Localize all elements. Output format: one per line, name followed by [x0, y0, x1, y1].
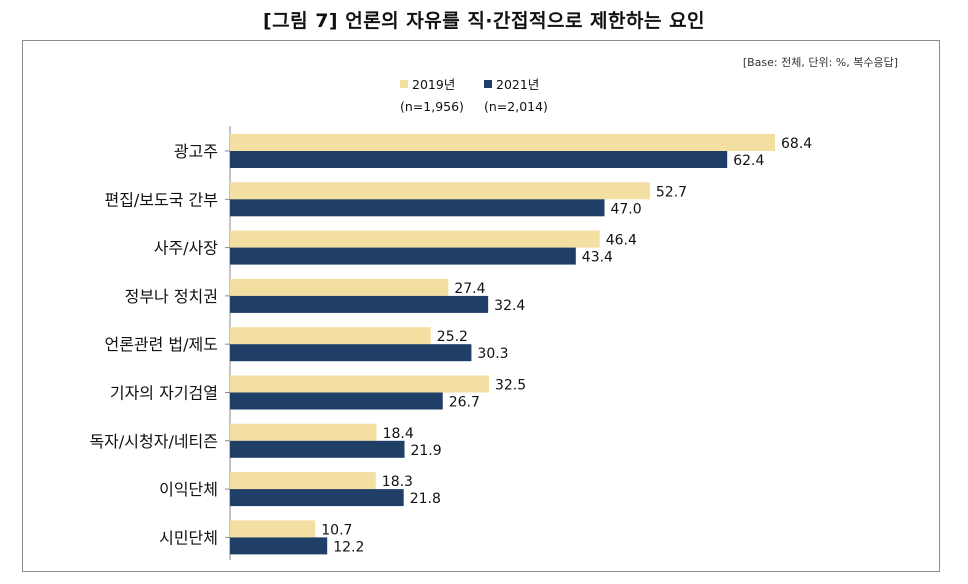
- base-note: [Base: 전체, 단위: %, 복수응답]: [742, 56, 898, 69]
- category-label: 이익단체: [159, 480, 218, 499]
- category-label: 광고주: [174, 142, 218, 161]
- bar-2021: [230, 247, 576, 265]
- legend-n-2021: (n=2,014): [484, 99, 548, 114]
- value-label-2019: 68.4: [781, 136, 812, 152]
- legend-label-2019: 2019년: [412, 77, 456, 92]
- bar-2019: [230, 182, 650, 200]
- value-label-2021: 12.2: [333, 539, 364, 555]
- bar-2019: [230, 375, 489, 393]
- category-label: 시민단체: [159, 528, 218, 547]
- bar-2019: [230, 520, 316, 538]
- value-label-2019: 32.5: [495, 378, 526, 394]
- value-label-2021: 47.0: [610, 201, 641, 217]
- bar-2021: [230, 199, 605, 217]
- chart-frame: [22, 40, 940, 572]
- category-label: 독자/시청자/네티즌: [89, 432, 218, 451]
- legend-n-2019: (n=1,956): [400, 99, 464, 114]
- bar-2021: [230, 344, 472, 362]
- bar-2019: [230, 134, 775, 151]
- bar-2021: [230, 392, 443, 410]
- legend-item-2021: 2021년 (n=2,014): [484, 74, 548, 114]
- bar-2021: [230, 489, 404, 507]
- bar-2021: [230, 537, 328, 555]
- value-label-2021: 62.4: [733, 153, 764, 169]
- value-label-2021: 21.9: [410, 443, 441, 459]
- legend-label-2021: 2021년: [496, 77, 540, 92]
- category-label: 언론관련 법/제도: [104, 335, 218, 354]
- value-label-2021: 30.3: [477, 346, 508, 362]
- bar-2019: [230, 472, 376, 490]
- bar-2021: [230, 440, 405, 458]
- category-label: 정부나 정치권: [125, 287, 218, 306]
- category-label: 사주/사장: [154, 239, 219, 258]
- bar-2019: [230, 327, 431, 345]
- value-label-2019: 18.3: [382, 474, 413, 490]
- value-label-2019: 18.4: [383, 426, 414, 442]
- category-label: 편집/보도국 간부: [104, 190, 218, 209]
- value-label-2021: 21.8: [410, 491, 441, 507]
- value-label-2019: 10.7: [321, 522, 352, 538]
- bar-2019: [230, 423, 377, 441]
- bar-2021: [230, 151, 728, 168]
- value-label-2019: 25.2: [437, 329, 468, 345]
- legend-swatch-2021: [484, 79, 492, 88]
- value-label-2019: 27.4: [454, 281, 485, 297]
- chart-title: [그림 7] 언론의 자유를 직·간접적으로 제한하는 요인: [262, 10, 706, 32]
- category-label: 기자의 자기검열: [110, 384, 218, 403]
- value-label-2021: 43.4: [582, 250, 613, 266]
- bar-2021: [230, 295, 489, 313]
- bar-2019: [230, 230, 600, 248]
- bar-2019: [230, 278, 449, 296]
- legend-swatch-2019: [400, 79, 408, 88]
- value-label-2021: 32.4: [494, 298, 525, 314]
- value-label-2019: 46.4: [606, 233, 637, 249]
- value-label-2021: 26.7: [449, 395, 480, 411]
- value-label-2019: 52.7: [656, 184, 687, 200]
- legend-item-2019: 2019년 (n=1,956): [400, 74, 464, 114]
